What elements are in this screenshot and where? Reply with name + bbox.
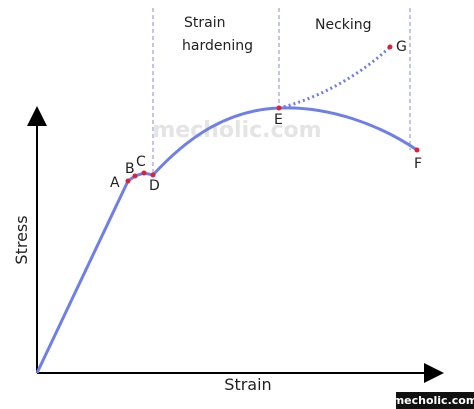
- region-label: Necking: [315, 17, 372, 33]
- stress-strain-curve: [35, 106, 418, 374]
- x-axis-label: Strain: [224, 375, 271, 394]
- region-dividers: [152, 8, 411, 175]
- point-label: A: [110, 175, 120, 191]
- y-axis-label: Stress: [12, 215, 31, 264]
- footer: mecholic.com: [393, 394, 474, 407]
- point-label: F: [414, 156, 422, 172]
- point-label: G: [396, 39, 407, 55]
- point-label: C: [136, 154, 146, 170]
- region-label: hardening: [182, 38, 253, 54]
- point-markers: [125, 44, 420, 184]
- point-label: E: [274, 112, 283, 128]
- watermark: mecholic.com: [152, 118, 321, 143]
- footer-badge: [396, 392, 474, 409]
- point-label: B: [125, 161, 135, 177]
- region-label: Strain: [184, 15, 225, 31]
- point-label: D: [149, 178, 160, 194]
- true-stress-curve: [278, 45, 392, 110]
